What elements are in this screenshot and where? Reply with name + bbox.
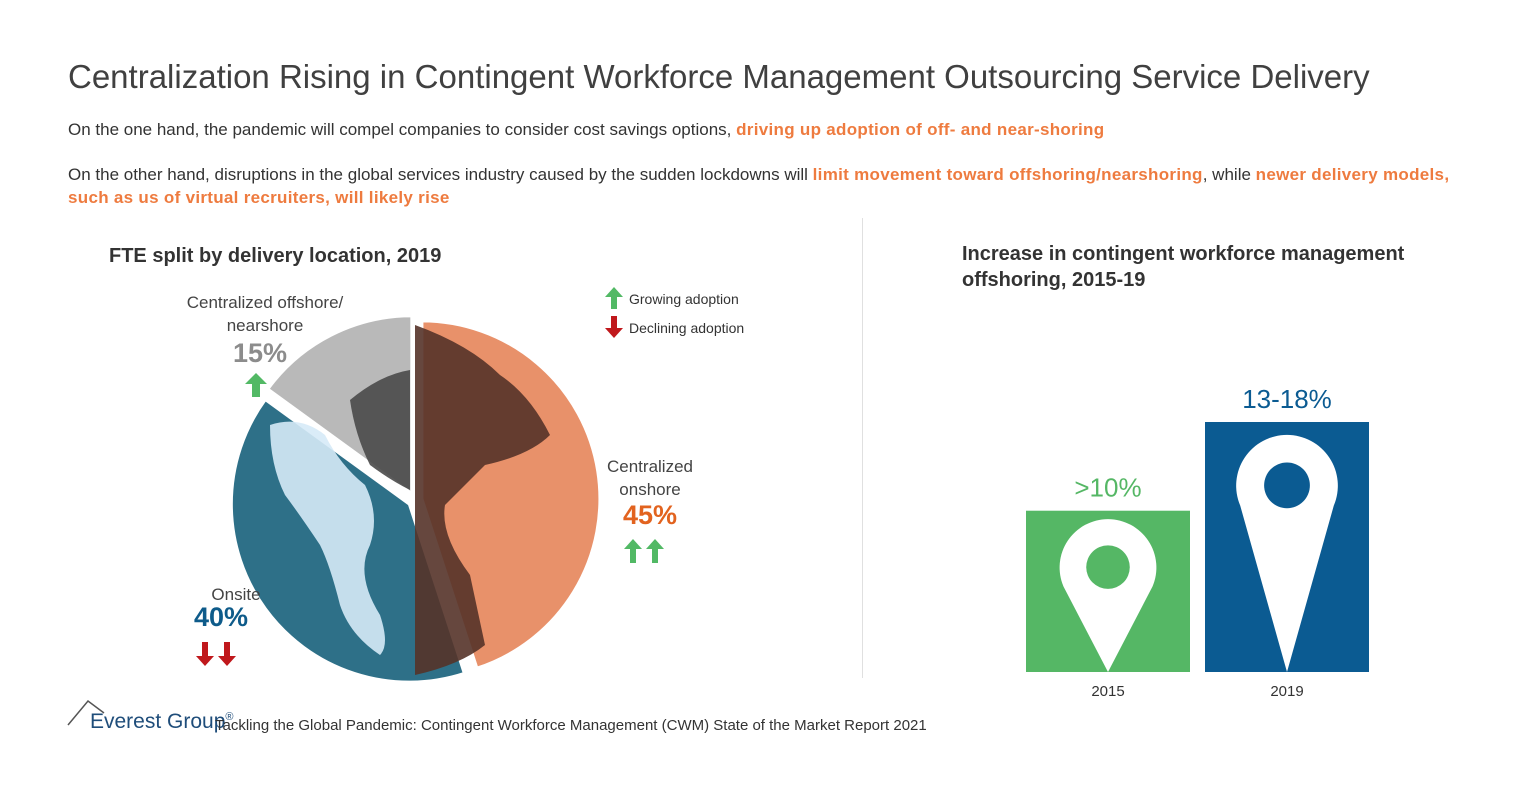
everest-group-logo: Everest Group® — [90, 710, 234, 733]
intro-paragraph-1: On the one hand, the pandemic will compe… — [68, 118, 1488, 141]
onshore-value: 45% — [622, 500, 678, 530]
location-pin-dot-2019 — [1264, 462, 1310, 509]
onsite-value: 40% — [193, 602, 249, 632]
growing-adoption-arrow-icon — [605, 287, 623, 309]
bar-value-label-2015: >10% — [1074, 473, 1141, 503]
continent-europe-africa-shape — [415, 325, 550, 675]
para2-text-2: , while — [1202, 165, 1256, 184]
legend-growing-label: Growing adoption — [629, 291, 739, 307]
location-pin-icon-2015 — [1059, 519, 1157, 672]
pie-chart-title: FTE split by delivery location, 2019 — [109, 245, 442, 267]
para1-text: On the one hand, the pandemic will compe… — [68, 120, 737, 139]
continent-americas-shape — [270, 421, 385, 655]
bar-chart-title: Increase in contingent workforce managem… — [962, 243, 1405, 291]
para1-highlight: driving up adoption of off- and near-sho… — [736, 120, 1105, 139]
para2-text-1: On the other hand, disruptions in the gl… — [68, 165, 813, 184]
continent-dark-region-shape — [350, 370, 410, 490]
footer-source: Tackling the Global Pandemic: Contingent… — [215, 717, 927, 734]
bar-category-label-2019: 2019 — [1270, 683, 1303, 700]
legend-declining-label: Declining adoption — [629, 320, 745, 336]
section-divider — [862, 218, 863, 678]
location-pin-dot-2015 — [1086, 545, 1130, 589]
onshore-growing-arrows-icon — [624, 539, 664, 563]
intro-paragraph-2: On the other hand, disruptions in the gl… — [68, 163, 1488, 209]
bar-chart: >10% 2015 13-18% 2019 — [1026, 384, 1369, 700]
everest-logo-mountain-icon — [67, 699, 105, 726]
location-pin-icon-2019 — [1236, 434, 1338, 672]
bar-value-label-2019: 13-18% — [1242, 384, 1332, 414]
declining-adoption-arrow-icon — [605, 316, 623, 338]
onshore-label: Centralized onshore — [607, 457, 693, 499]
offshore-value: 15% — [232, 338, 288, 368]
pie-chart — [230, 315, 600, 684]
page-title: Centralization Rising in Contingent Work… — [68, 58, 1370, 95]
offshore-growing-arrow-icon — [245, 373, 267, 397]
onsite-label: Onsite — [211, 585, 261, 604]
bar-category-label-2015: 2015 — [1091, 683, 1124, 700]
para2-highlight-1: limit movement toward offshoring/nearsho… — [812, 165, 1203, 184]
para2-highlight-2: newer delivery models, such as us of vir… — [68, 165, 1450, 207]
offshore-label: Centralized offshore/nearshore — [186, 293, 344, 335]
onsite-declining-arrows-icon — [196, 642, 236, 666]
